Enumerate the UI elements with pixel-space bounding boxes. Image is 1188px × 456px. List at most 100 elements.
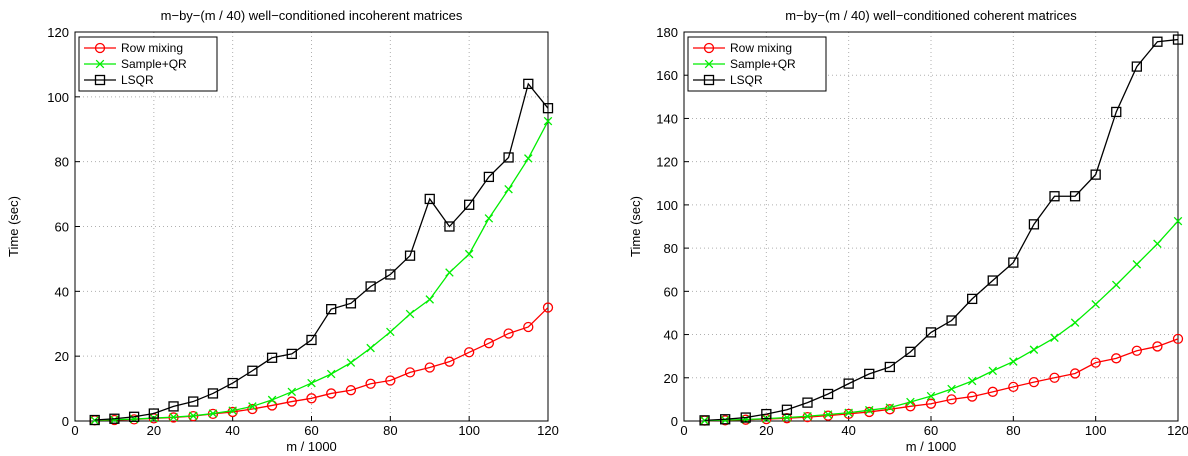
marker [1049,191,1060,202]
marker [925,398,937,409]
marker [1172,333,1184,345]
marker [703,42,715,54]
marker [188,411,198,421]
marker [1090,357,1101,368]
marker [346,358,356,367]
marker [227,377,238,389]
marker [188,396,199,407]
x-axis-label: m / 1000 [286,439,337,454]
marker [1008,381,1019,393]
x-tick-label: 60 [924,423,938,438]
marker [1153,239,1162,249]
y-tick-label: 60 [664,284,678,299]
marker [207,388,219,399]
y-axis-label: Time (sec) [628,196,643,257]
marker [94,42,106,54]
marker [286,396,297,407]
x-tick-label: 40 [225,423,239,438]
marker [761,408,772,420]
marker [503,152,514,163]
axes-frame [683,31,1179,422]
marker [543,116,553,126]
legend-label: LSQR [121,73,154,87]
marker [386,327,395,337]
marker [946,315,957,326]
x-axis-label: m / 1000 [906,439,957,454]
marker [720,414,731,425]
marker [1152,341,1163,352]
marker [524,154,533,163]
marker [523,78,534,90]
marker [1091,300,1100,309]
y-tick-label: 0 [671,414,678,429]
marker [425,295,435,304]
x-tick-label: 80 [383,423,397,438]
marker [1009,357,1018,366]
y-axis-label: Time (sec) [6,196,21,257]
marker [704,59,714,69]
marker [542,103,554,114]
marker [110,415,119,424]
marker [1049,372,1060,383]
marker [168,401,179,412]
y-tick-label: 0 [62,414,69,429]
legend-label: Row mixing [730,41,792,55]
marker [445,268,454,277]
y-tick-label: 80 [664,241,678,256]
chart: 0 20 40 60 80 100 120 0 20 40 60 80 100 120 140 160 180 m… [628,8,1188,454]
legend-label: LSQR [730,73,763,87]
x-tick-label: 40 [841,423,855,438]
marker [109,413,120,424]
marker [484,214,494,223]
marker [483,338,495,349]
legend-label: Row mixing [121,41,183,55]
y-tick-label: 20 [55,349,69,364]
x-tick-label: 100 [1085,423,1107,438]
marker [864,405,874,415]
marker [169,412,178,422]
marker [1008,257,1019,268]
marker [247,365,258,376]
marker [148,408,159,419]
marker [947,384,956,394]
marker [228,406,237,415]
marker [542,302,554,313]
y-tick-label: 120 [656,155,678,170]
marker [90,416,99,425]
marker [404,367,416,378]
marker [345,385,357,396]
marker [365,378,376,389]
marker [822,410,834,421]
x-tick-label: 80 [1006,423,1020,438]
y-tick-label: 100 [656,198,678,213]
marker [89,414,100,426]
marker [967,376,977,386]
marker [967,391,978,402]
y-tick-label: 20 [664,371,678,386]
marker [444,221,455,232]
marker [1069,368,1081,379]
marker [843,408,854,420]
marker [1173,216,1183,226]
marker [385,375,396,386]
marker [1090,169,1101,180]
marker [740,412,751,423]
marker [988,366,998,376]
marker [1172,34,1184,45]
marker [405,309,415,319]
marker [128,411,140,422]
marker [1111,353,1122,364]
marker [885,403,895,412]
marker [1131,345,1142,356]
marker [1132,260,1142,269]
marker [307,378,316,388]
marker [483,171,495,183]
marker [1131,61,1142,72]
marker [864,368,875,380]
marker [1028,376,1040,388]
marker [95,59,105,69]
marker [424,362,435,373]
x-tick-label: 120 [1167,423,1188,438]
x-tick-label: 20 [147,423,161,438]
